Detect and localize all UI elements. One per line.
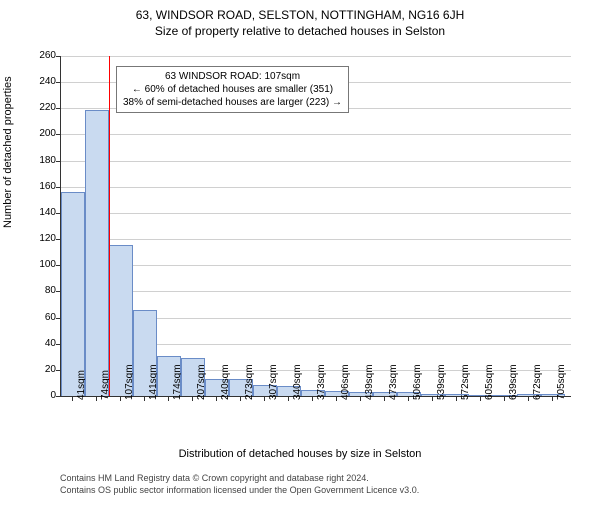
gridline	[61, 161, 571, 162]
xtick-mark	[360, 396, 361, 401]
xtick-mark	[528, 396, 529, 401]
xtick-mark	[72, 396, 73, 401]
ytick-label: 240	[16, 77, 56, 87]
ytick-mark	[56, 396, 61, 397]
gridline	[61, 187, 571, 188]
ytick-mark	[56, 108, 61, 109]
histogram-bar	[85, 110, 109, 396]
ytick-label: 80	[16, 286, 56, 296]
xtick-mark	[264, 396, 265, 401]
ytick-mark	[56, 82, 61, 83]
gridline	[61, 291, 571, 292]
gridline	[61, 134, 571, 135]
xtick-mark	[504, 396, 505, 401]
footer-attribution: Contains HM Land Registry data © Crown c…	[60, 473, 419, 496]
page-title: 63, WINDSOR ROAD, SELSTON, NOTTINGHAM, N…	[0, 8, 600, 22]
xtick-mark	[336, 396, 337, 401]
page-subtitle: Size of property relative to detached ho…	[0, 24, 600, 38]
ytick-label: 140	[16, 208, 56, 218]
annotation-line2: ← 60% of detached houses are smaller (35…	[123, 83, 342, 96]
gridline	[61, 56, 571, 57]
xtick-mark	[552, 396, 553, 401]
annotation-line1: 63 WINDSOR ROAD: 107sqm	[123, 70, 342, 83]
ytick-label: 0	[16, 391, 56, 401]
annotation-box: 63 WINDSOR ROAD: 107sqm← 60% of detached…	[116, 66, 349, 113]
annotation-line3: 38% of semi-detached houses are larger (…	[123, 96, 342, 109]
xtick-mark	[408, 396, 409, 401]
gridline	[61, 239, 571, 240]
x-axis-label: Distribution of detached houses by size …	[0, 448, 600, 460]
ytick-mark	[56, 134, 61, 135]
ytick-label: 60	[16, 313, 56, 323]
ytick-label: 180	[16, 156, 56, 166]
plot-region: 02040608010012014016018020022024026041sq…	[60, 56, 571, 397]
xtick-mark	[432, 396, 433, 401]
histogram-bar	[61, 192, 85, 396]
xtick-mark	[144, 396, 145, 401]
xtick-mark	[456, 396, 457, 401]
ytick-label: 160	[16, 182, 56, 192]
ytick-mark	[56, 187, 61, 188]
xtick-label: 705sqm	[556, 364, 567, 400]
xtick-mark	[240, 396, 241, 401]
ytick-label: 220	[16, 103, 56, 113]
xtick-mark	[192, 396, 193, 401]
footer-line1: Contains HM Land Registry data © Crown c…	[60, 473, 419, 485]
ytick-label: 200	[16, 129, 56, 139]
xtick-mark	[480, 396, 481, 401]
ytick-mark	[56, 161, 61, 162]
xtick-mark	[216, 396, 217, 401]
highlight-marker-line	[109, 56, 110, 396]
xtick-mark	[384, 396, 385, 401]
ytick-label: 20	[16, 365, 56, 375]
ytick-label: 100	[16, 260, 56, 270]
ytick-mark	[56, 56, 61, 57]
xtick-mark	[120, 396, 121, 401]
xtick-mark	[96, 396, 97, 401]
xtick-mark	[288, 396, 289, 401]
xtick-mark	[168, 396, 169, 401]
xtick-mark	[312, 396, 313, 401]
ytick-label: 120	[16, 234, 56, 244]
chart-area: 02040608010012014016018020022024026041sq…	[60, 56, 570, 396]
y-axis-label: Number of detached properties	[2, 76, 14, 228]
ytick-label: 260	[16, 51, 56, 61]
gridline	[61, 213, 571, 214]
ytick-label: 40	[16, 339, 56, 349]
footer-line2: Contains OS public sector information li…	[60, 485, 419, 497]
gridline	[61, 265, 571, 266]
